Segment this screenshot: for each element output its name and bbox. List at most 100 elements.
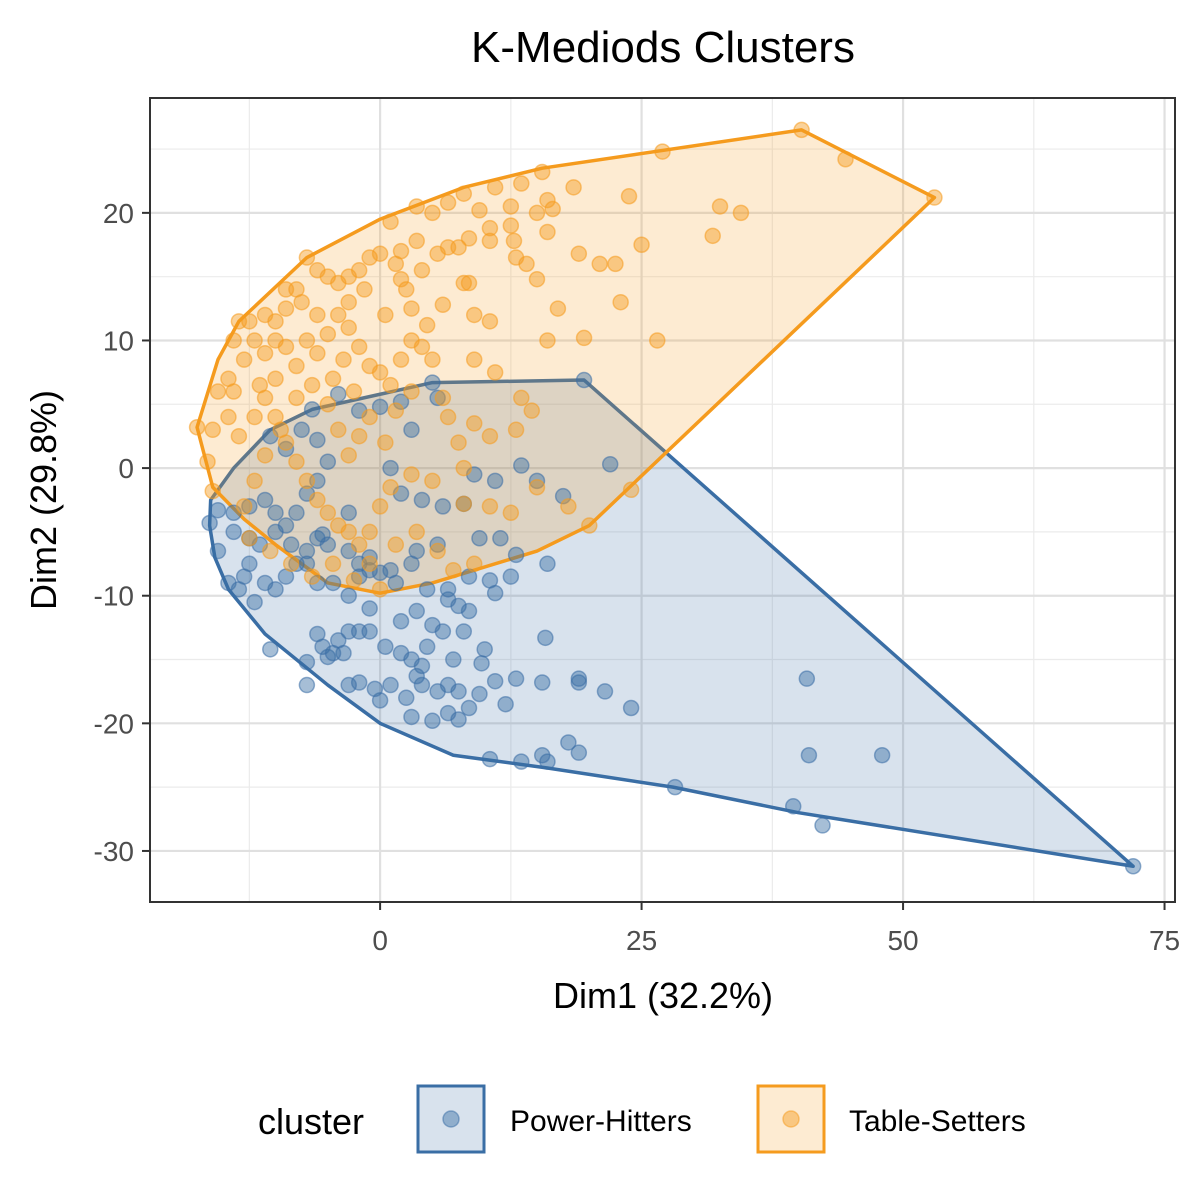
point-table-setters — [607, 255, 624, 273]
point-table-setters — [544, 200, 561, 218]
point-power-hitters — [241, 498, 258, 515]
point-table-setters — [382, 376, 399, 394]
point-power-hitters — [537, 629, 554, 647]
point-power-hitters — [560, 734, 577, 751]
point-table-setters — [732, 204, 750, 222]
legend-dot-power-hitters — [442, 1110, 460, 1128]
point-power-hitters — [570, 744, 588, 761]
point-table-setters — [319, 504, 337, 522]
point-table-setters — [382, 478, 399, 496]
point-table-setters — [445, 561, 462, 579]
point-power-hitters — [481, 750, 499, 768]
point-power-hitters — [413, 491, 431, 509]
point-table-setters — [398, 281, 415, 298]
point-table-setters — [309, 262, 326, 279]
point-power-hitters — [209, 542, 227, 560]
x-tick-label: 50 — [887, 925, 918, 956]
point-table-setters — [225, 383, 242, 400]
point-table-setters — [434, 389, 452, 407]
point-table-setters — [591, 255, 608, 273]
point-power-hitters — [439, 704, 457, 722]
point-table-setters — [418, 316, 436, 334]
plot-panel — [150, 98, 1175, 902]
x-tick-label: 0 — [372, 925, 388, 956]
point-table-setters — [345, 572, 363, 589]
point-table-setters — [528, 204, 546, 222]
point-power-hitters — [513, 457, 530, 474]
point-power-hitters — [209, 501, 227, 519]
point-power-hitters — [596, 683, 614, 700]
point-power-hitters — [533, 746, 551, 764]
point-table-setters — [403, 466, 420, 483]
point-table-setters — [392, 270, 410, 288]
y-tick-label: -30 — [94, 836, 134, 867]
point-power-hitters — [267, 523, 284, 541]
point-power-hitters — [298, 676, 316, 694]
point-table-setters — [612, 293, 629, 311]
point-power-hitters — [622, 699, 640, 717]
point-power-hitters — [361, 600, 378, 617]
point-power-hitters — [377, 638, 394, 656]
point-power-hitters — [439, 581, 457, 598]
point-table-setters — [371, 581, 389, 598]
point-table-setters — [403, 383, 420, 400]
point-table-setters — [465, 415, 483, 432]
point-table-setters — [282, 555, 300, 573]
point-table-setters — [356, 281, 373, 298]
point-table-setters — [565, 179, 582, 196]
point-power-hitters — [309, 625, 326, 643]
point-table-setters — [424, 351, 441, 368]
legend-key-power-hitters — [416, 1084, 486, 1154]
point-table-setters — [513, 389, 530, 407]
point-power-hitters — [366, 680, 384, 698]
point-power-hitters — [262, 641, 279, 658]
x-tick-label: 25 — [626, 925, 657, 956]
point-power-hitters — [398, 689, 415, 707]
point-table-setters — [246, 408, 263, 426]
point-table-setters — [288, 389, 305, 407]
point-power-hitters — [424, 712, 441, 730]
point-table-setters — [377, 306, 394, 324]
point-table-setters — [256, 344, 274, 362]
point-table-setters — [465, 555, 483, 573]
point-power-hitters — [418, 581, 436, 598]
point-table-setters — [256, 447, 274, 464]
point-table-setters — [277, 300, 295, 317]
point-table-setters — [199, 453, 216, 470]
point-table-setters — [486, 364, 504, 381]
point-power-hitters — [429, 389, 446, 407]
point-power-hitters — [382, 459, 399, 477]
point-power-hitters — [324, 574, 342, 592]
point-table-setters — [455, 495, 473, 513]
point-table-setters — [188, 419, 206, 436]
point-table-setters — [549, 300, 567, 317]
y-tick-label: 0 — [118, 453, 134, 484]
point-table-setters — [481, 498, 499, 515]
point-table-setters — [403, 300, 420, 317]
point-table-setters — [371, 364, 389, 381]
point-power-hitters — [246, 593, 263, 611]
point-power-hitters — [445, 651, 462, 668]
point-table-setters — [560, 498, 577, 515]
point-power-hitters — [230, 581, 248, 598]
point-table-setters — [225, 332, 242, 349]
point-table-setters — [455, 459, 473, 477]
point-table-setters — [262, 542, 279, 560]
point-table-setters — [204, 482, 222, 500]
legend-key-table-setters — [756, 1084, 826, 1154]
point-power-hitters — [429, 536, 446, 553]
point-table-setters — [481, 232, 499, 250]
point-table-setters — [392, 351, 410, 368]
point-table-setters — [319, 325, 337, 343]
point-power-hitters — [267, 504, 284, 522]
point-table-setters — [361, 555, 378, 573]
point-table-setters — [926, 189, 943, 206]
point-power-hitters — [507, 670, 525, 687]
point-table-setters — [361, 523, 378, 541]
point-table-setters — [382, 213, 399, 231]
point-table-setters — [439, 408, 457, 426]
point-table-setters — [309, 491, 326, 509]
point-power-hitters — [473, 655, 490, 672]
point-table-setters — [324, 555, 342, 573]
point-power-hitters — [371, 564, 389, 581]
